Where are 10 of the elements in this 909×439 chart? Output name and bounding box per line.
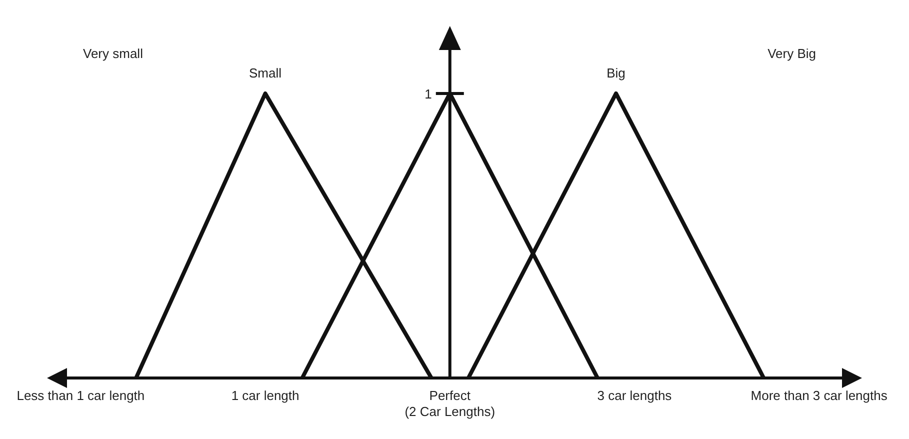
x-tick-label: Perfect (2 Car Lengths) xyxy=(404,388,496,419)
text: Very Big xyxy=(768,46,816,61)
annotation: 1 xyxy=(424,86,432,102)
series-label: Big xyxy=(606,65,626,80)
x-tick-label: Less than 1 car length xyxy=(16,388,145,403)
x-tick-label: 3 car lengths xyxy=(597,388,672,403)
series-label: Small xyxy=(249,65,282,80)
x-tick-label: More than 3 car lengths xyxy=(750,388,888,403)
x-tick-label: 1 car length xyxy=(231,388,300,403)
text: Very small xyxy=(83,46,144,61)
